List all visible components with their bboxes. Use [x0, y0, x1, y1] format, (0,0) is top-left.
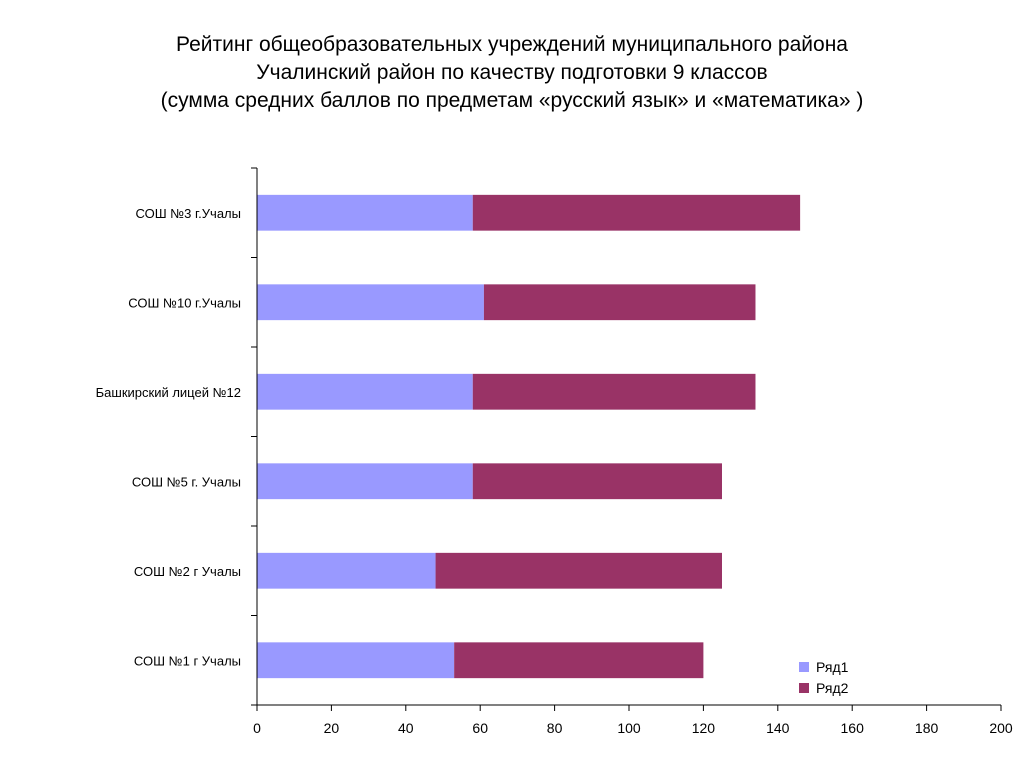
x-tick-label: 80 — [547, 720, 563, 736]
chart-title-line-3: (сумма средних баллов по предметам «русс… — [160, 89, 864, 112]
x-tick-label: 160 — [841, 720, 865, 736]
x-tick-label: 60 — [472, 720, 488, 736]
labels-layer: СОШ №3 г.Учалы СОШ №10 г.Учалы Башкирский … — [96, 206, 1013, 736]
x-tick-label: 40 — [398, 720, 414, 736]
category-label: СОШ №5 г. Учалы — [132, 474, 241, 489]
bar-2-6 — [454, 642, 704, 679]
x-tick-label: 140 — [766, 720, 790, 736]
bar-2-1 — [472, 194, 801, 231]
bar-1-3 — [257, 373, 473, 410]
category-label: СОШ №10 г.Учалы — [128, 295, 241, 310]
axes-layer — [251, 167, 1002, 711]
bar-1-2 — [257, 284, 484, 321]
x-tick-label: 0 — [253, 720, 261, 736]
bar-2-5 — [435, 552, 722, 589]
bar-1-1 — [257, 194, 473, 231]
x-tick-label: 120 — [692, 720, 716, 736]
bars-layer — [257, 194, 801, 679]
bar-1-5 — [257, 552, 436, 589]
chart-title-line-1: Рейтинг общеобразовательных учреждений м… — [176, 33, 848, 56]
category-label: Башкирский лицей №12 — [96, 385, 241, 400]
bar-1-4 — [257, 463, 473, 500]
legend-swatch-2 — [799, 683, 809, 693]
legend-label-2: Ряд2 — [816, 680, 849, 696]
legend-swatch-1 — [799, 662, 809, 672]
x-tick-label: 180 — [915, 720, 939, 736]
bar-2-4 — [472, 463, 722, 500]
x-tick-label: 200 — [989, 720, 1013, 736]
category-label: СОШ №3 г.Учалы — [136, 206, 242, 221]
category-label: СОШ №1 г Учалы — [134, 653, 241, 668]
chart-title-line-2: Учалинский район по качеству подготовки … — [256, 61, 768, 84]
chart-title: Рейтинг общеобразовательных учреждений м… — [0, 31, 1024, 115]
x-tick-label: 100 — [617, 720, 641, 736]
legend: Ряд1 Ряд2 — [799, 659, 849, 696]
category-label: СОШ №2 г Учалы — [134, 564, 241, 579]
bar-2-3 — [472, 373, 756, 410]
legend-label-1: Ряд1 — [816, 659, 849, 675]
bar-1-6 — [257, 642, 455, 679]
x-tick-label: 20 — [324, 720, 340, 736]
bar-2-2 — [483, 284, 756, 321]
